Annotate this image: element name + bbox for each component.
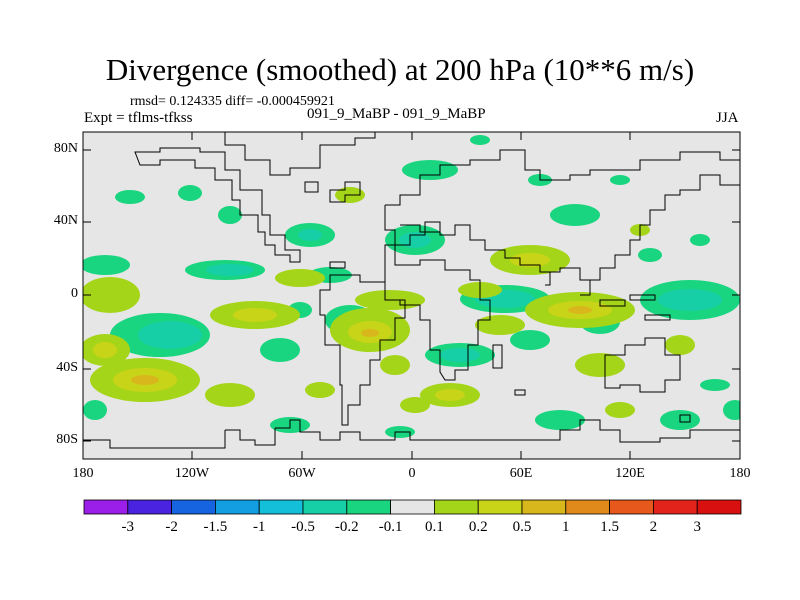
x-tick-label-180w: 180	[72, 466, 94, 481]
colorbar-swatch	[477, 499, 523, 515]
colorbar-label: -1	[253, 519, 266, 535]
colorbar-label: 2	[650, 519, 658, 535]
colorbar-label: -2	[165, 519, 178, 535]
colorbar-swatch	[214, 499, 260, 515]
colorbar-swatch	[565, 499, 610, 515]
colorbar-label: -0.1	[379, 519, 403, 535]
colorbar-swatch	[171, 499, 216, 515]
colorbar-swatch	[609, 499, 654, 515]
x-tick-label-0: 0	[408, 466, 416, 481]
colorbar-label: -0.2	[335, 519, 359, 535]
colorbar-swatch	[696, 499, 742, 515]
colorbar-label: 1	[562, 519, 570, 535]
colorbar-swatch	[521, 499, 567, 515]
colorbar-swatch	[653, 499, 698, 515]
x-tick-label-180e: 180	[729, 466, 751, 481]
x-tick-label-120w: 120W	[174, 466, 210, 481]
colorbar-swatch	[83, 499, 129, 515]
y-tick-label-40s: 40S	[56, 360, 78, 375]
rmsd-diff-stats: rmsd= 0.124335 diff= -0.000459921	[130, 94, 335, 109]
plot-title: Divergence (smoothed) at 200 hPa (10**6 …	[105, 52, 695, 87]
x-tick-label-60w: 60W	[288, 466, 316, 481]
axis-ticks	[82, 132, 741, 459]
colorbar-swatch	[346, 499, 391, 515]
colorbar-swatch	[302, 499, 348, 515]
y-tick-label-0: 0	[71, 286, 78, 301]
colorbar-label: -0.5	[291, 519, 315, 535]
colorbar-label: -1.5	[204, 519, 228, 535]
land-outlines	[83, 132, 740, 449]
colorbar: -3 -2 -1.5 -1 -0.5 -0.2 -0.1 0.1 0.2 0.5 1 1.5 2 3	[83, 499, 742, 535]
colorbar-label: 0.5	[513, 519, 532, 535]
y-tick-label-80s: 80S	[56, 432, 78, 447]
colorbar-label: -3	[122, 519, 135, 535]
colorbar-label: 3	[693, 519, 701, 535]
colorbar-label: 1.5	[600, 519, 619, 535]
plot-subtitle: 091_9_MaBP - 091_9_MaBP	[307, 106, 486, 122]
x-tick-label-60e: 60E	[509, 466, 533, 481]
x-tick-label-120e: 120E	[615, 466, 645, 481]
experiment-label: Expt = tflms-tfkss	[84, 110, 193, 126]
y-tick-label-80n: 80N	[53, 141, 78, 156]
colorbar-swatch	[433, 499, 479, 515]
colorbar-swatch	[127, 499, 173, 515]
colorbar-label: 0.2	[469, 519, 488, 535]
colorbar-swatch	[390, 499, 435, 515]
divergence-field	[83, 135, 740, 438]
season-label: JJA	[716, 110, 739, 126]
y-tick-label-40n: 40N	[53, 213, 78, 228]
colorbar-label: 0.1	[425, 519, 444, 535]
colorbar-swatch	[258, 499, 304, 515]
